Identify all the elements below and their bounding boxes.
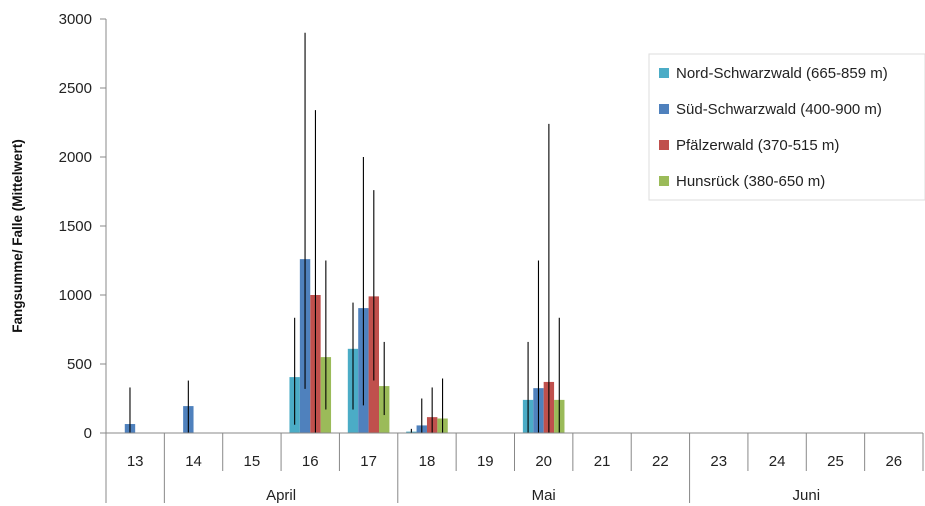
y-tick-label: 1000 [59, 287, 92, 304]
x-tick-label: 18 [419, 453, 436, 470]
y-axis: 0 500 1000 1500 2000 2500 3000 [59, 11, 107, 503]
month-label: Mai [532, 487, 556, 504]
month-label: Juni [793, 487, 821, 504]
x-tick-label: 26 [885, 453, 902, 470]
month-label: April [266, 487, 296, 504]
x-tick-label: 16 [302, 453, 319, 470]
x-tick-label: 20 [535, 453, 552, 470]
legend-entry: Nord-Schwarzwald (665-859 m) [676, 65, 888, 82]
x-tick-label: 13 [127, 453, 144, 470]
legend-swatch [659, 68, 669, 78]
legend-swatch [659, 176, 669, 186]
y-axis-label-group: Fangsumme/ Falle (Mittelwert) [10, 139, 25, 333]
legend-swatch [659, 104, 669, 114]
error-bars [129, 32, 560, 433]
x-tick-label: 23 [710, 453, 727, 470]
x-tick-label: 17 [360, 453, 377, 470]
legend-box [648, 53, 925, 201]
legend-swatch [659, 140, 669, 150]
x-tick-label: 22 [652, 453, 669, 470]
legend-entry: Hunsrück (380-650 m) [676, 173, 825, 190]
x-axis: 13 14 15 16 17 18 19 20 21 22 23 24 25 26 April Mai Juni [105, 432, 924, 504]
y-axis-label: Fangsumme/ Falle (Mittelwert) [10, 139, 25, 333]
legend-entry: Süd-Schwarzwald (400-900 m) [676, 101, 882, 118]
y-tick-label: 500 [67, 356, 92, 373]
y-tick-label: 2000 [59, 149, 92, 166]
x-tick-label: 15 [244, 453, 261, 470]
x-tick-label: 24 [769, 453, 786, 470]
x-tick-label: 25 [827, 453, 844, 470]
y-tick-label: 3000 [59, 11, 92, 28]
x-tick-label: 21 [594, 453, 611, 470]
x-tick-label: 14 [185, 453, 202, 470]
legend: Nord-Schwarzwald (665-859 m) Süd-Schwarzw… [648, 53, 925, 201]
y-tick-label: 1500 [59, 218, 92, 235]
y-tick-label: 2500 [59, 80, 92, 97]
x-tick-label: 19 [477, 453, 494, 470]
bar-series [124, 259, 565, 433]
y-tick-label: 0 [84, 425, 92, 442]
legend-entry: Pfälzerwald (370-515 m) [676, 137, 839, 154]
